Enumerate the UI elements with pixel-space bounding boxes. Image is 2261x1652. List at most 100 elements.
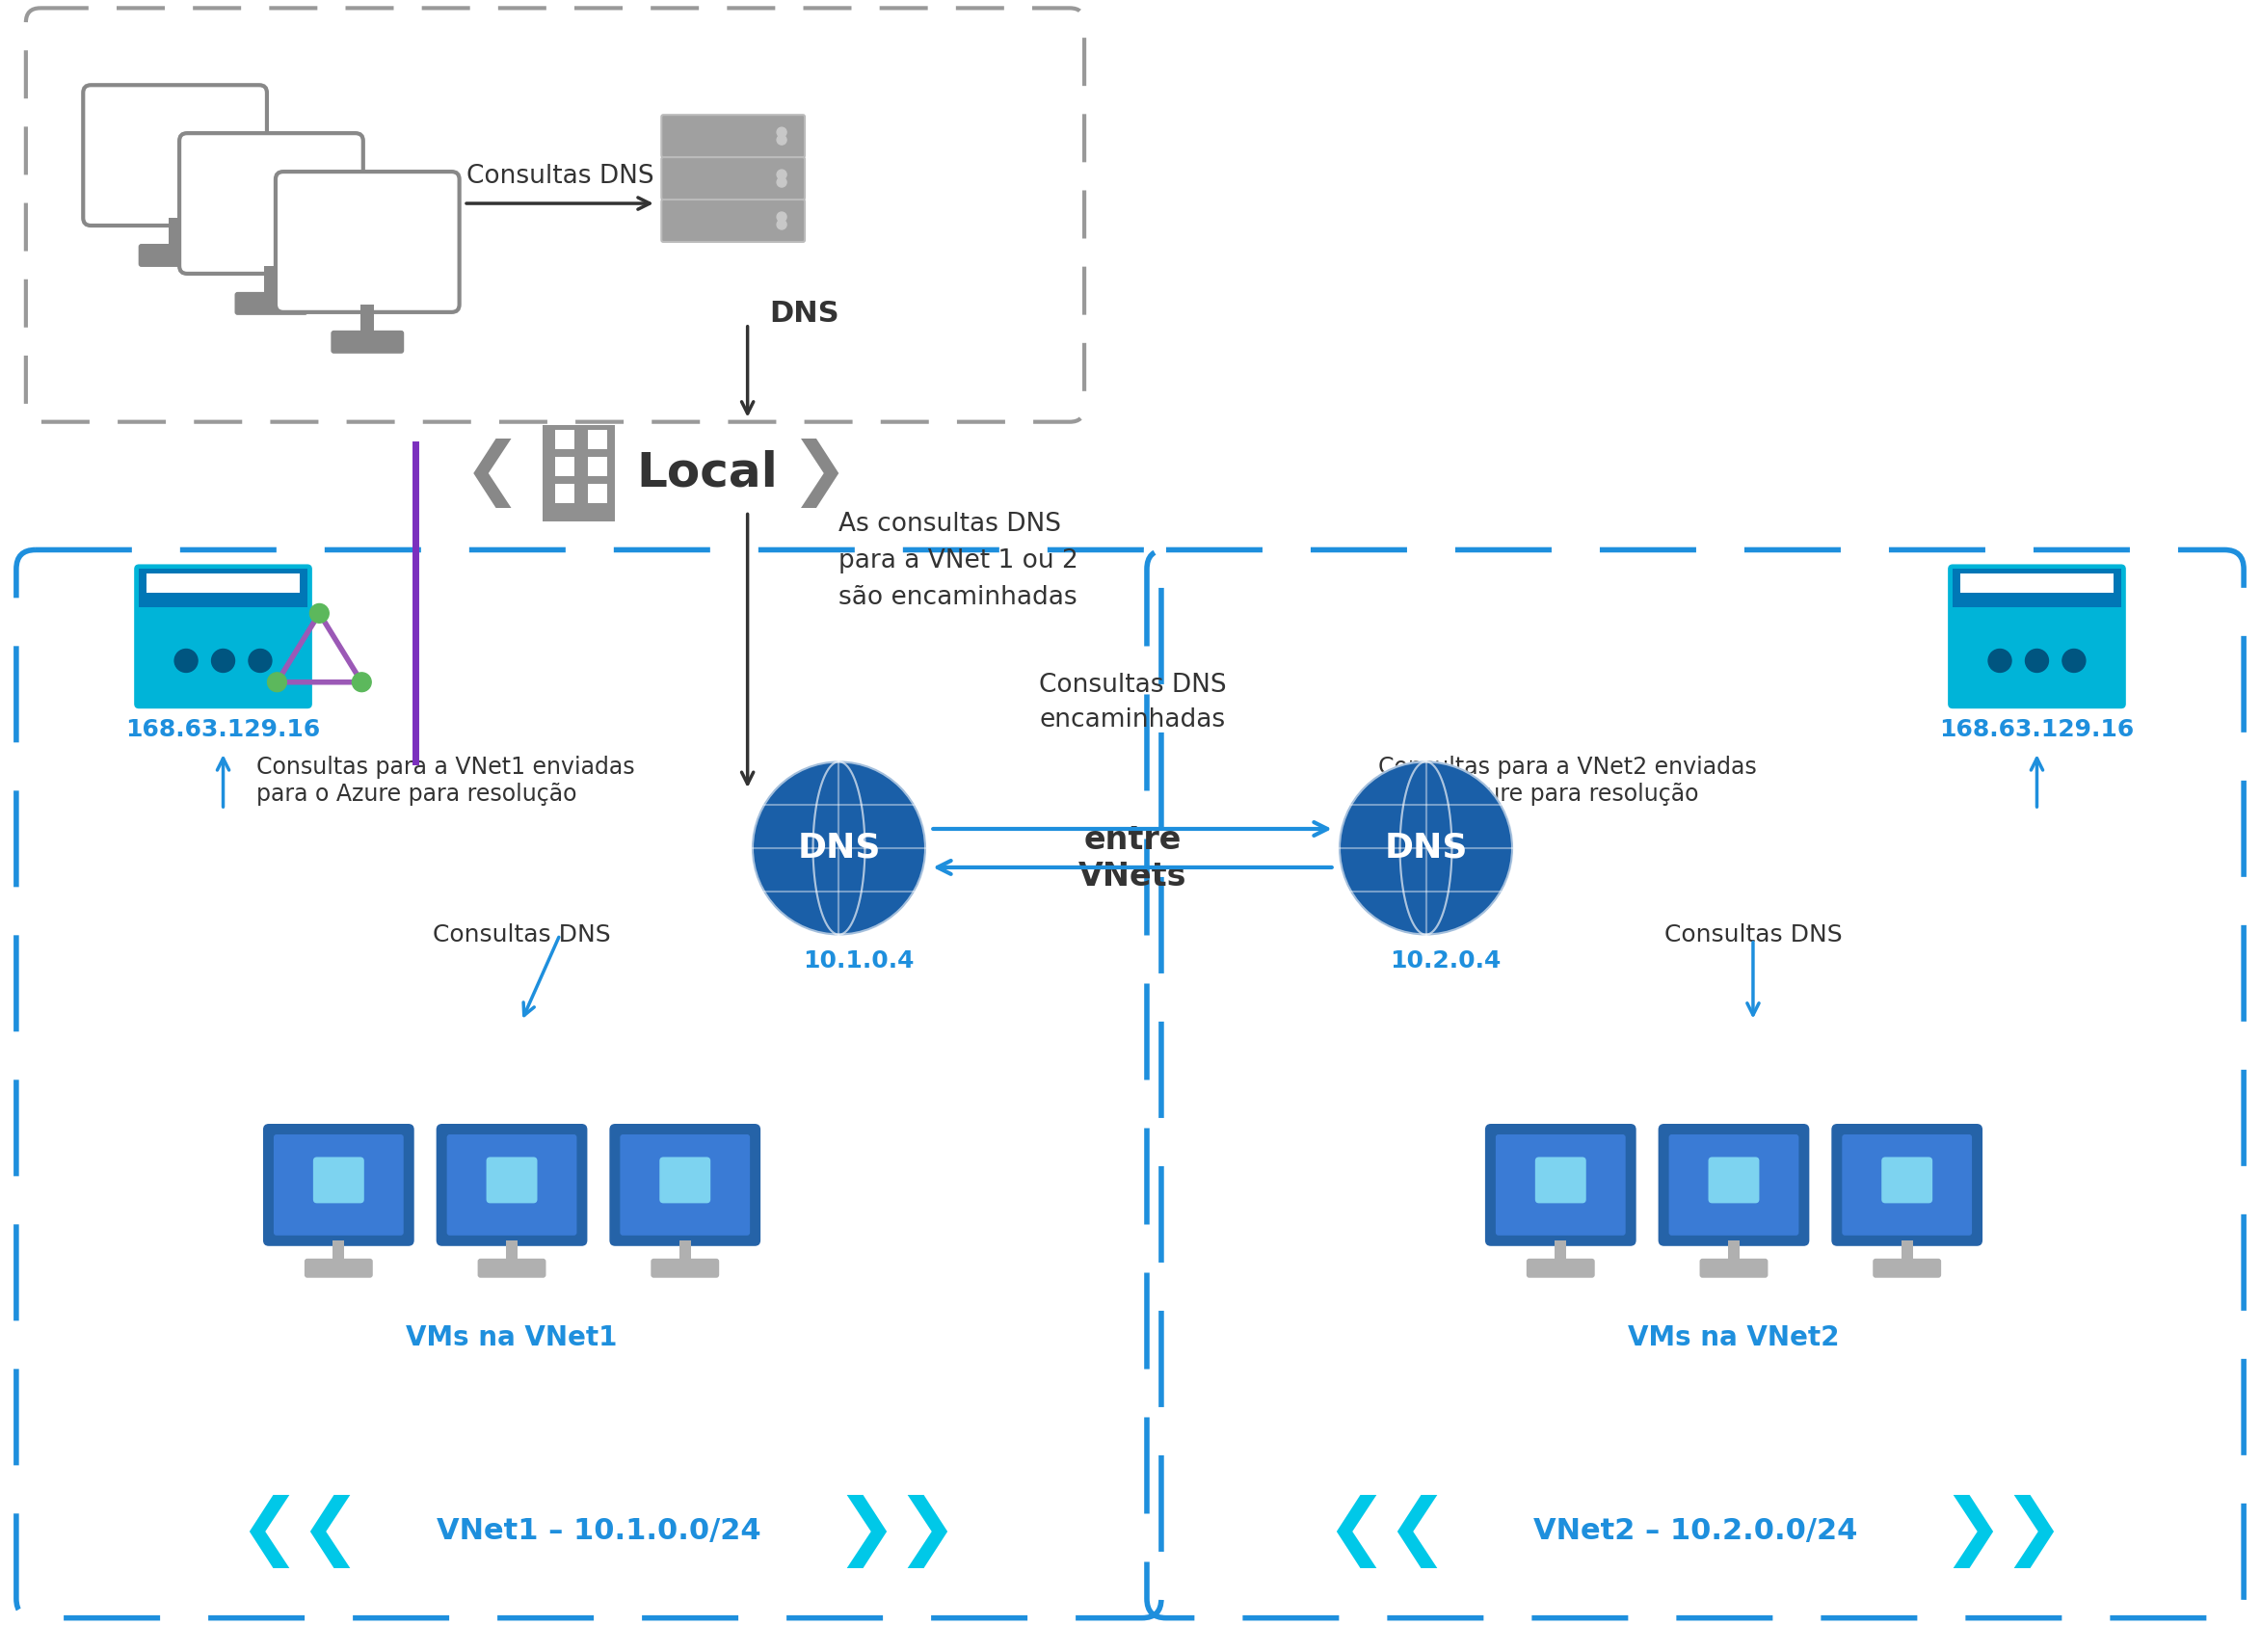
- Text: ❯❯: ❯❯: [1942, 1495, 2064, 1568]
- FancyBboxPatch shape: [133, 565, 312, 709]
- Bar: [556, 484, 574, 502]
- Circle shape: [778, 211, 787, 221]
- FancyBboxPatch shape: [305, 1259, 373, 1277]
- Bar: [506, 1241, 518, 1262]
- Circle shape: [778, 135, 787, 145]
- FancyBboxPatch shape: [1872, 1259, 1942, 1277]
- FancyBboxPatch shape: [138, 568, 307, 606]
- FancyBboxPatch shape: [477, 1259, 545, 1277]
- FancyBboxPatch shape: [1843, 1135, 1972, 1236]
- Circle shape: [1987, 649, 2012, 672]
- Text: Consultas DNS: Consultas DNS: [466, 164, 653, 188]
- Text: 10.1.0.4: 10.1.0.4: [803, 950, 913, 973]
- Text: Local: Local: [638, 449, 778, 496]
- FancyBboxPatch shape: [436, 1123, 588, 1246]
- Text: Consultas DNS: Consultas DNS: [1664, 923, 1843, 947]
- Text: 10.2.0.4: 10.2.0.4: [1391, 950, 1501, 973]
- Bar: [556, 430, 574, 449]
- Text: VMs na VNet2: VMs na VNet2: [1628, 1325, 1840, 1351]
- Circle shape: [778, 177, 787, 187]
- Circle shape: [778, 220, 787, 230]
- Circle shape: [2062, 649, 2085, 672]
- FancyBboxPatch shape: [610, 1123, 760, 1246]
- Bar: [167, 218, 181, 246]
- Circle shape: [753, 762, 925, 935]
- Text: ❮❮: ❮❮: [237, 1495, 362, 1568]
- FancyBboxPatch shape: [651, 1259, 719, 1277]
- FancyBboxPatch shape: [147, 573, 301, 593]
- Text: entre
VNets: entre VNets: [1078, 824, 1187, 892]
- Circle shape: [213, 649, 235, 672]
- Bar: [556, 456, 574, 476]
- FancyBboxPatch shape: [662, 157, 805, 200]
- FancyBboxPatch shape: [1709, 1156, 1759, 1203]
- Circle shape: [353, 672, 371, 692]
- Text: DNS: DNS: [1384, 831, 1467, 864]
- Text: VNet1 – 10.1.0.0/24: VNet1 – 10.1.0.0/24: [436, 1518, 760, 1545]
- FancyBboxPatch shape: [1497, 1135, 1626, 1236]
- Text: DNS: DNS: [798, 831, 880, 864]
- Text: Consultas DNS
encaminhadas: Consultas DNS encaminhadas: [1038, 672, 1225, 732]
- FancyBboxPatch shape: [274, 1135, 402, 1236]
- FancyBboxPatch shape: [1960, 573, 2114, 593]
- FancyBboxPatch shape: [662, 200, 805, 241]
- Circle shape: [2026, 649, 2048, 672]
- FancyBboxPatch shape: [486, 1156, 538, 1203]
- FancyBboxPatch shape: [448, 1135, 577, 1236]
- FancyBboxPatch shape: [1485, 1123, 1637, 1246]
- FancyBboxPatch shape: [1526, 1259, 1594, 1277]
- Text: As consultas DNS
para a VNet 1 ou 2
são encaminhadas: As consultas DNS para a VNet 1 ou 2 são …: [839, 512, 1078, 610]
- Bar: [265, 266, 278, 294]
- Circle shape: [174, 649, 197, 672]
- Text: Consultas para a VNet2 enviadas
para o Azure para resolução: Consultas para a VNet2 enviadas para o A…: [1377, 757, 1757, 806]
- FancyBboxPatch shape: [620, 1135, 751, 1236]
- FancyBboxPatch shape: [330, 330, 405, 354]
- FancyBboxPatch shape: [1669, 1135, 1800, 1236]
- Text: Consultas para a VNet1 enviadas
para o Azure para resolução: Consultas para a VNet1 enviadas para o A…: [258, 757, 635, 806]
- Circle shape: [778, 170, 787, 180]
- FancyBboxPatch shape: [662, 116, 805, 157]
- Bar: [588, 484, 606, 502]
- Text: ❮: ❮: [464, 438, 522, 507]
- FancyBboxPatch shape: [84, 84, 267, 226]
- Circle shape: [267, 672, 287, 692]
- FancyBboxPatch shape: [138, 244, 213, 268]
- Bar: [1727, 1241, 1739, 1262]
- Bar: [1556, 1241, 1567, 1262]
- Bar: [332, 1241, 344, 1262]
- FancyBboxPatch shape: [1831, 1123, 1983, 1246]
- Circle shape: [764, 775, 913, 922]
- Bar: [543, 425, 615, 520]
- Circle shape: [778, 127, 787, 137]
- Text: 168.63.129.16: 168.63.129.16: [1940, 719, 2134, 742]
- FancyBboxPatch shape: [1535, 1156, 1587, 1203]
- Text: VNet2 – 10.2.0.0/24: VNet2 – 10.2.0.0/24: [1533, 1518, 1856, 1545]
- FancyBboxPatch shape: [262, 1123, 414, 1246]
- Bar: [362, 304, 375, 334]
- FancyBboxPatch shape: [660, 1156, 710, 1203]
- Bar: [588, 456, 606, 476]
- FancyBboxPatch shape: [1700, 1259, 1768, 1277]
- FancyBboxPatch shape: [276, 172, 459, 312]
- Circle shape: [1352, 775, 1499, 922]
- Text: Consultas DNS: Consultas DNS: [432, 923, 610, 947]
- Circle shape: [249, 649, 271, 672]
- FancyBboxPatch shape: [1949, 565, 2125, 709]
- FancyBboxPatch shape: [1881, 1156, 1933, 1203]
- Text: VMs na VNet1: VMs na VNet1: [407, 1325, 617, 1351]
- FancyBboxPatch shape: [179, 134, 364, 274]
- Text: ❮❮: ❮❮: [1325, 1495, 1449, 1568]
- Text: ❯: ❯: [791, 438, 848, 507]
- Bar: [1902, 1241, 1913, 1262]
- Bar: [678, 1241, 692, 1262]
- Text: DNS: DNS: [769, 299, 839, 327]
- Circle shape: [310, 605, 328, 623]
- FancyBboxPatch shape: [312, 1156, 364, 1203]
- Circle shape: [1339, 762, 1513, 935]
- FancyBboxPatch shape: [235, 292, 307, 316]
- FancyBboxPatch shape: [1954, 568, 2121, 606]
- Bar: [588, 430, 606, 449]
- Text: ❯❯: ❯❯: [834, 1495, 959, 1568]
- FancyBboxPatch shape: [1657, 1123, 1809, 1246]
- Text: 168.63.129.16: 168.63.129.16: [127, 719, 321, 742]
